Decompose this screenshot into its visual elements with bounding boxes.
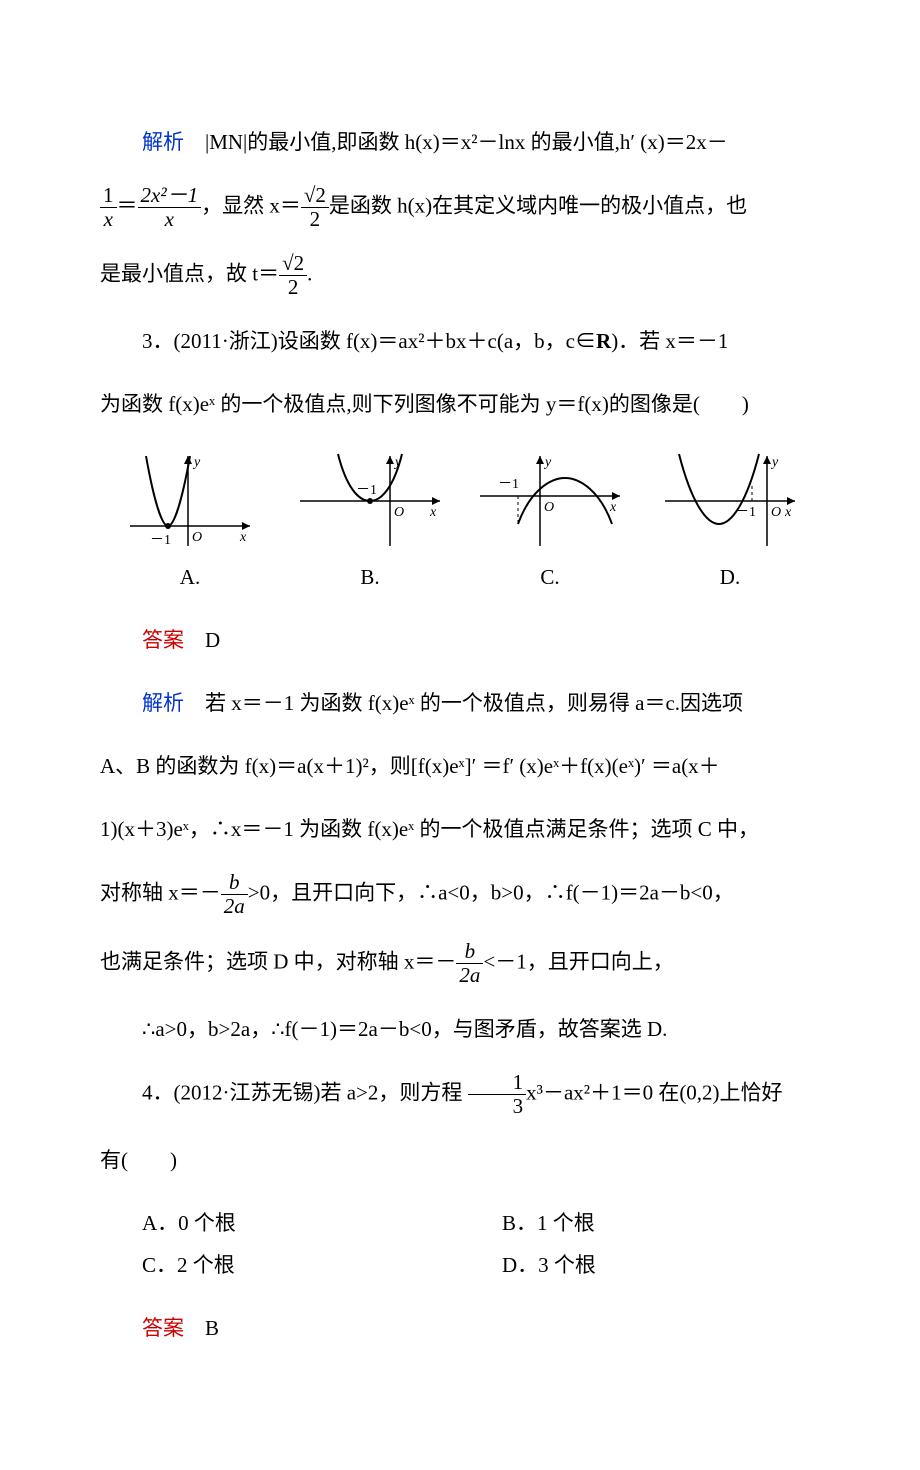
frac-sqrt2-over-2: √22 [301, 184, 329, 231]
solution-prev-part2: 1x＝2x²－1x，显然 x＝√22是函数 h(x)在其定义域内唯一的极小值点，… [100, 184, 820, 231]
text: )．若 x＝－1 [611, 329, 728, 353]
svg-text:x: x [429, 505, 437, 520]
svg-text:y: y [543, 455, 552, 470]
text: 4．(2012·江苏无锡)若 a>2，则方程 [142, 1080, 468, 1104]
figure-D: y x O －1 [650, 446, 810, 556]
svg-text:O: O [192, 530, 202, 545]
figure-labels: A. B. C. D. [100, 556, 820, 598]
solution-3-l6: ∴a>0，b>2a，∴f(－1)＝2a－b<0，与图矛盾，故答案选 D. [100, 1008, 820, 1050]
svg-text:－1: －1 [150, 533, 171, 548]
frac-2x2m1-over-x: 2x²－1x [138, 184, 202, 231]
solution-3-l1: 解析 若 x＝－1 为函数 f(x)eˣ 的一个极值点，则易得 a＝c.因选项 [100, 682, 820, 724]
solution-prev-part3: 是最小值点，故 t＝√22. [100, 252, 820, 299]
text: 3．(2011·浙江)设函数 f(x)＝ax²＋bx＋c(a，b，c∈ [142, 329, 596, 353]
text: A、B 的函数为 f(x)＝a(x＋1)²，则[f(x)eˣ]′ ＝f′ (x)… [100, 754, 720, 778]
text: 是最小值点，故 t＝ [100, 262, 279, 286]
question-4-l2: 有( ) [100, 1139, 820, 1181]
set-R: R [596, 329, 611, 353]
text: >0，且开口向下，∴a<0，b>0，∴f(－1)＝2a－b<0， [248, 881, 734, 905]
option-C: C．2 个根 [100, 1244, 460, 1286]
label-solution: 解析 [142, 691, 184, 715]
question-4-options: A．0 个根 B．1 个根 C．2 个根 D．3 个根 [100, 1202, 820, 1286]
figure-B: y x O －1 [290, 446, 450, 556]
frac-1-over-x: 1x [100, 184, 117, 231]
solution-3-l2: A、B 的函数为 f(x)＝a(x＋1)²，则[f(x)eˣ]′ ＝f′ (x)… [100, 745, 820, 787]
svg-text:x: x [609, 500, 617, 515]
fig-label-A: A. [110, 556, 270, 598]
svg-text:O: O [394, 505, 404, 520]
frac-b-over-2a: b2a [221, 871, 248, 918]
frac-sqrt2-over-2-b: √22 [279, 252, 307, 299]
fig-label-D: D. [650, 556, 810, 598]
label-answer: 答案 [142, 628, 184, 652]
answer-3: 答案 D [100, 619, 820, 661]
solution-3-l4: 对称轴 x＝－b2a>0，且开口向下，∴a<0，b>0，∴f(－1)＝2a－b<… [100, 871, 820, 918]
figure-A: y x O －1 [110, 446, 270, 556]
solution-3-l3: 1)(x＋3)eˣ，∴x＝－1 为函数 f(x)eˣ 的一个极值点满足条件；选项… [100, 808, 820, 850]
svg-text:O: O [771, 505, 781, 520]
frac-1-over-3: 13 [468, 1071, 527, 1118]
figure-C: y x O －1 [470, 446, 630, 556]
question-3-line2: 为函数 f(x)eˣ 的一个极值点,则下列图像不可能为 y＝f(x)的图像是( … [100, 383, 820, 425]
svg-text:x: x [784, 505, 792, 520]
option-D: D．3 个根 [460, 1244, 820, 1286]
text: 1)(x＋3)eˣ，∴x＝－1 为函数 f(x)eˣ 的一个极值点满足条件；选项… [100, 817, 759, 841]
text: 有( ) [100, 1148, 177, 1172]
fig-label-C: C. [470, 556, 630, 598]
option-B: B．1 个根 [460, 1202, 820, 1244]
text: <－1，且开口向上， [483, 949, 673, 973]
text: 为函数 f(x)eˣ 的一个极值点,则下列图像不可能为 y＝f(x)的图像是( … [100, 392, 749, 416]
label-answer: 答案 [142, 1316, 184, 1340]
frac-b-over-2a-2: b2a [456, 940, 483, 987]
text: . [307, 262, 312, 286]
text: x³－ax²＋1＝0 在(0,2)上恰好 [526, 1080, 782, 1104]
fig-label-B: B. [290, 556, 450, 598]
text: |MN|的最小值,即函数 h(x)＝x²－lnx 的最小值,h′ (x)＝2x－ [184, 130, 728, 154]
solution-3-l5: 也满足条件；选项 D 中，对称轴 x＝－b2a<－1，且开口向上， [100, 940, 820, 987]
question-3-line1: 3．(2011·浙江)设函数 f(x)＝ax²＋bx＋c(a，b，c∈R)．若 … [100, 320, 820, 362]
text: 是函数 h(x)在其定义域内唯一的极小值点，也 [329, 193, 747, 217]
option-A: A．0 个根 [100, 1202, 460, 1244]
text: ∴a>0，b>2a，∴f(－1)＝2a－b<0，与图矛盾，故答案选 D. [142, 1017, 667, 1041]
text: 也满足条件；选项 D 中，对称轴 x＝－ [100, 949, 456, 973]
answer-4: 答案 B [100, 1307, 820, 1349]
svg-text:O: O [544, 500, 554, 515]
solution-prev-part1: 解析 |MN|的最小值,即函数 h(x)＝x²－lnx 的最小值,h′ (x)＝… [100, 121, 820, 163]
question-4-l1: 4．(2012·江苏无锡)若 a>2，则方程 13x³－ax²＋1＝0 在(0,… [100, 1071, 820, 1118]
label-solution: 解析 [142, 130, 184, 154]
figure-row: y x O －1 y x O －1 y x O －1 y x O －1 [100, 446, 820, 556]
svg-text:－1: －1 [498, 477, 519, 492]
text: ，显然 x＝ [201, 193, 301, 217]
svg-text:y: y [770, 455, 779, 470]
answer-value: D [184, 628, 220, 652]
text: 对称轴 x＝－ [100, 881, 221, 905]
answer-value: B [184, 1316, 219, 1340]
text: 若 x＝－1 为函数 f(x)eˣ 的一个极值点，则易得 a＝c.因选项 [184, 691, 743, 715]
svg-text:x: x [239, 530, 247, 545]
eq: ＝ [117, 193, 138, 217]
svg-text:y: y [192, 455, 201, 470]
